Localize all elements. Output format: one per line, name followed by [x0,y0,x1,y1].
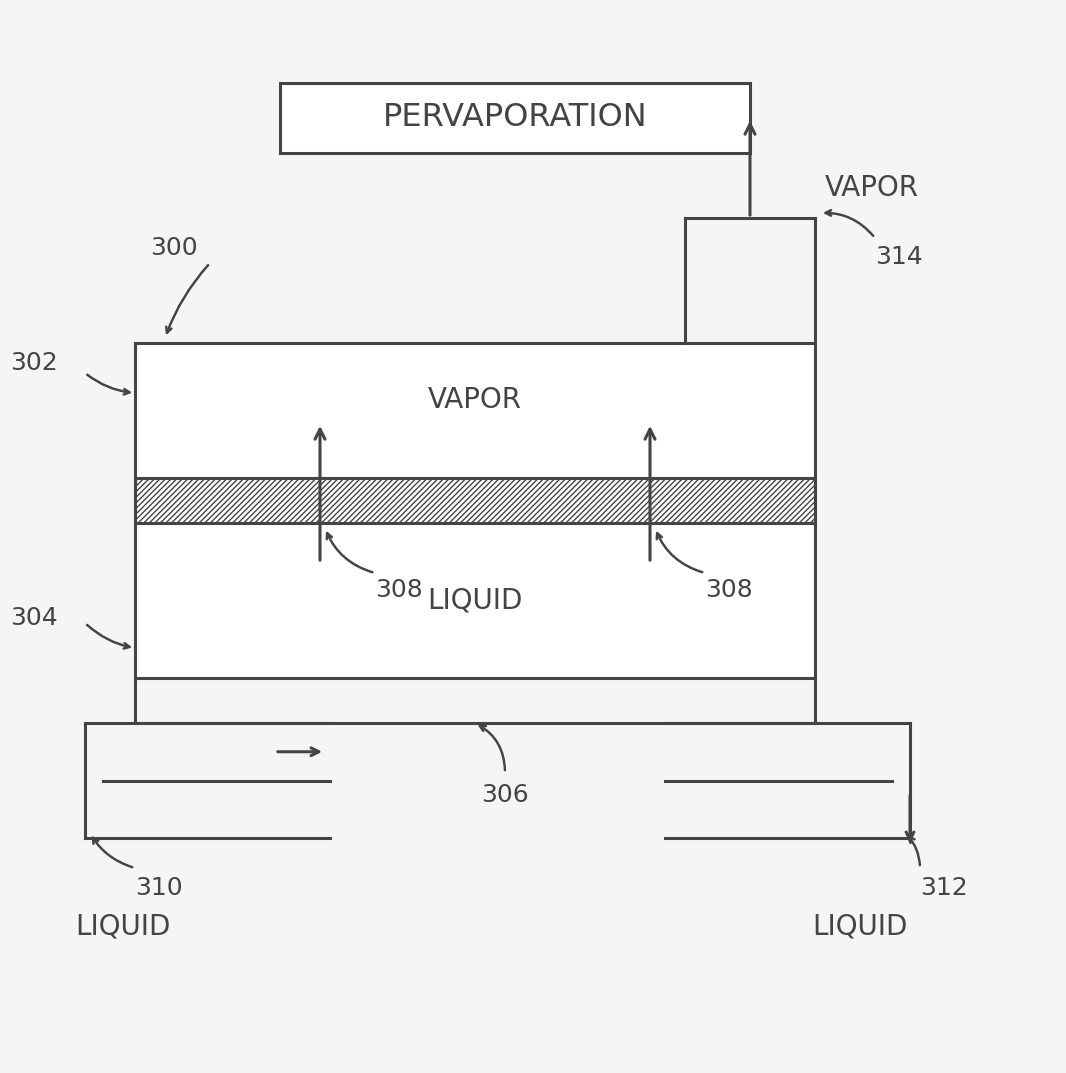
Text: 308: 308 [705,578,753,602]
Text: 300: 300 [150,236,197,260]
Text: 312: 312 [920,876,968,900]
Text: LIQUID: LIQUID [427,587,522,615]
Text: 314: 314 [875,245,923,269]
Text: PERVAPORATION: PERVAPORATION [383,103,647,133]
Text: 302: 302 [10,351,58,374]
Text: 310: 310 [135,876,182,900]
Text: VAPOR: VAPOR [429,386,522,414]
Bar [135,477,815,523]
Text: 304: 304 [10,606,58,630]
Bar [135,343,815,678]
Text: 308: 308 [375,578,423,602]
Text: VAPOR: VAPOR [825,174,919,202]
Text: LIQUID: LIQUID [812,913,907,941]
Text: LIQUID: LIQUID [75,913,171,941]
Bar [280,83,750,153]
Text: 306: 306 [481,783,529,807]
